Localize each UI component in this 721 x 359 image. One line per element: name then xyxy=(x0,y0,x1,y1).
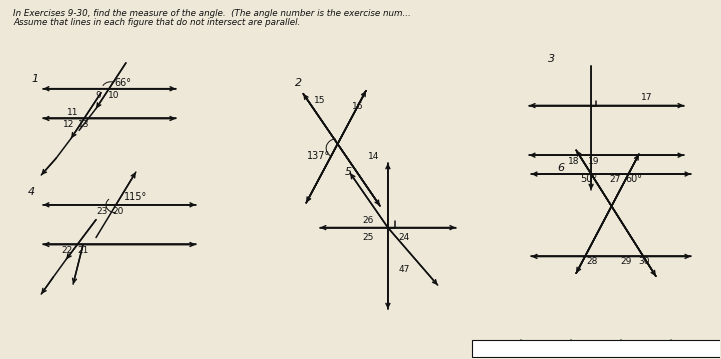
Text: 4: 4 xyxy=(27,187,35,197)
Text: 20: 20 xyxy=(112,207,123,216)
Text: 50°: 50° xyxy=(580,174,598,184)
Text: 22: 22 xyxy=(61,246,73,255)
Text: 15: 15 xyxy=(314,96,326,105)
Text: 137°: 137° xyxy=(684,343,707,353)
Text: 115°: 115° xyxy=(124,192,148,202)
Text: Assume that lines in each figure that do not intersect are parallel.: Assume that lines in each figure that do… xyxy=(14,18,301,27)
Text: 10: 10 xyxy=(108,91,120,100)
Text: 29: 29 xyxy=(620,257,632,266)
Text: 13: 13 xyxy=(79,120,90,129)
Text: 3: 3 xyxy=(548,54,555,64)
Text: 137°: 137° xyxy=(306,151,329,161)
Text: 19: 19 xyxy=(588,157,600,165)
Text: 30: 30 xyxy=(638,257,650,266)
Text: 6: 6 xyxy=(557,163,565,173)
Text: 11: 11 xyxy=(67,108,79,117)
Text: 66°: 66° xyxy=(115,78,131,88)
Text: 12: 12 xyxy=(63,120,75,129)
Text: 18: 18 xyxy=(568,157,580,165)
Text: 115°: 115° xyxy=(585,343,608,353)
Text: 47: 47 xyxy=(398,265,410,274)
Text: 60°: 60° xyxy=(625,174,642,184)
Bar xyxy=(472,340,720,356)
Text: 1: 1 xyxy=(32,74,39,84)
Text: ko  100°: ko 100° xyxy=(477,343,517,353)
Text: 17: 17 xyxy=(641,93,653,102)
Text: 9: 9 xyxy=(95,91,101,100)
Text: 28: 28 xyxy=(586,257,598,266)
Text: 14: 14 xyxy=(368,152,380,161)
Text: 5: 5 xyxy=(345,167,352,177)
Text: 26: 26 xyxy=(362,216,373,225)
Text: 25: 25 xyxy=(362,233,373,242)
Text: 120°: 120° xyxy=(634,343,658,353)
Text: 16: 16 xyxy=(353,102,364,111)
Text: 23: 23 xyxy=(97,207,107,216)
Text: 21: 21 xyxy=(77,246,89,255)
Text: 2: 2 xyxy=(295,78,302,88)
Text: 24: 24 xyxy=(398,233,410,242)
Text: 114°: 114° xyxy=(535,343,558,353)
Text: 27: 27 xyxy=(609,174,621,183)
Text: In Exercises 9-30, find the measure of the angle.  (The angle number is the exer: In Exercises 9-30, find the measure of t… xyxy=(14,9,411,18)
